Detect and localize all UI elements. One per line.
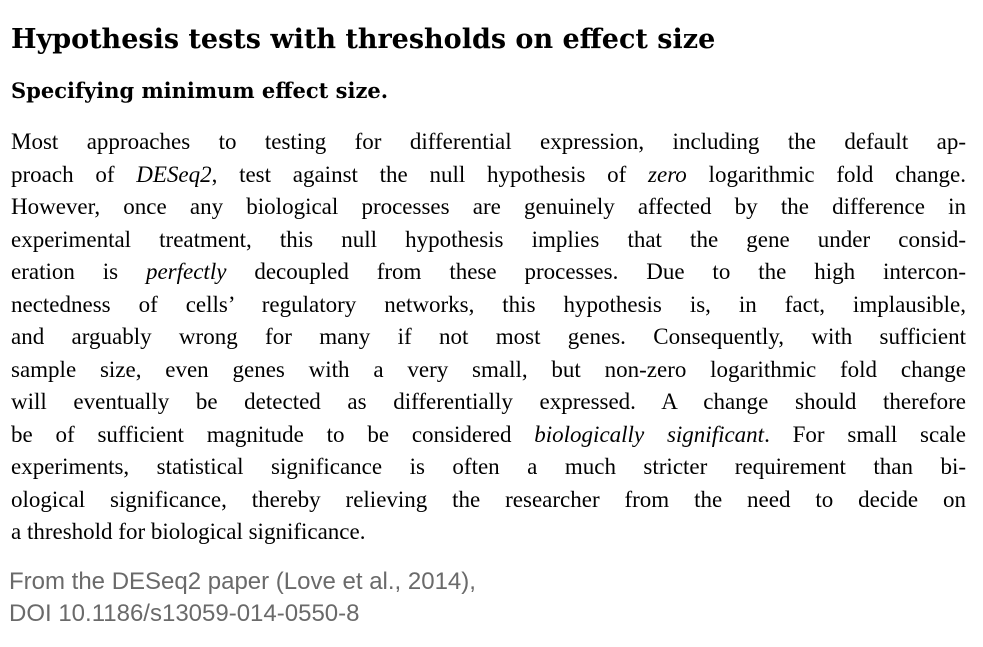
body-line: nectedness of cells’ regulatory networks… — [11, 289, 966, 322]
body-text-run: nectedness of cells’ regulatory networks… — [11, 291, 966, 317]
body-text-run: decoupled from these processes. Due to t… — [226, 259, 966, 284]
body-text-run: proach of — [11, 161, 137, 187]
body-text-run: and arguably wrong for many if not most … — [11, 324, 966, 349]
body-text-run: Most approaches to testing for different… — [11, 129, 966, 154]
body-line: However, once any biological processes a… — [11, 191, 966, 224]
source-caption: From the DESeq2 paper (Love et al., 2014… — [9, 566, 476, 630]
body-text-run: ological significance, thereby relieving… — [11, 486, 966, 512]
emphasis-biologically-significant: biologically significant — [534, 421, 765, 447]
body-line: experiments, statistical significance is… — [11, 451, 966, 484]
body-line: a threshold for biological significance. — [11, 516, 966, 549]
body-line: sample size, even genes with a very smal… — [11, 354, 966, 387]
body-line: Most approaches to testing for different… — [11, 126, 966, 159]
body-text-run: sample size, even genes with a very smal… — [11, 356, 966, 382]
body-text-run: a threshold for biological significance. — [11, 519, 366, 544]
paragraph-heading: Specifying minimum effect size. — [11, 78, 389, 103]
body-text-run: logarithmic fold change. — [686, 161, 966, 187]
emphasis-perfectly: perfectly — [145, 259, 227, 284]
body-line: proach of DESeq2, test against the null … — [11, 159, 966, 192]
caption-line-doi: DOI 10.1186/s13059-014-0550-8 — [9, 600, 360, 627]
body-line: ological significance, thereby relieving… — [11, 484, 966, 517]
body-text-run: experiments, statistical significance is… — [11, 454, 966, 479]
body-line: be of sufficient magnitude to be conside… — [11, 419, 966, 452]
body-text-run: . For small scale — [764, 421, 966, 447]
body-line: eration is perfectly decoupled from thes… — [11, 256, 966, 289]
body-text-run: experimental treatment, this null hypoth… — [11, 226, 966, 252]
emphasis-zero: zero — [648, 161, 687, 187]
body-line: and arguably wrong for many if not most … — [11, 321, 966, 354]
caption-line-citation: From the DESeq2 paper (Love et al., 2014… — [9, 568, 476, 595]
body-text-run: , test against the null hypothesis of — [211, 161, 649, 187]
body-text-run: be of sufficient magnitude to be conside… — [11, 421, 535, 447]
body-text-run: However, once any biological processes a… — [11, 194, 966, 219]
section-title: Hypothesis tests with thresholds on effe… — [11, 24, 716, 55]
emphasis-package-name: DESeq2 — [136, 161, 212, 187]
body-line: will eventually be detected as different… — [11, 386, 966, 419]
body-text-run: will eventually be detected as different… — [11, 389, 966, 414]
body-paragraph: Most approaches to testing for different… — [11, 126, 966, 549]
body-text-run: eration is — [11, 259, 146, 284]
body-line: experimental treatment, this null hypoth… — [11, 224, 966, 257]
